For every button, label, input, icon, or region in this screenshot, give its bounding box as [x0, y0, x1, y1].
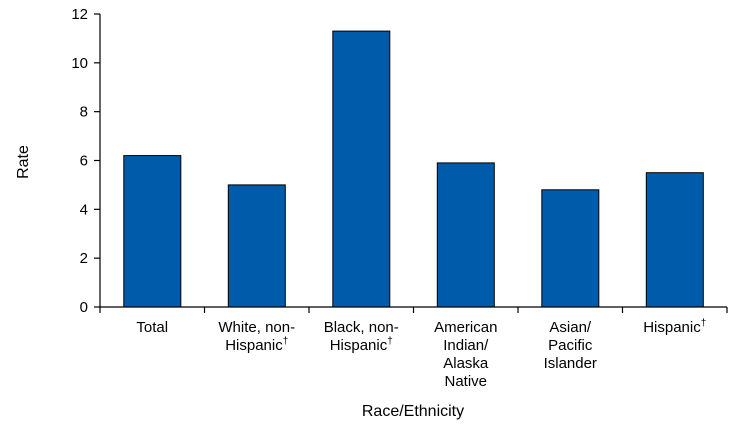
y-tick-label-1: 2	[80, 250, 88, 267]
y-tick-label-2: 4	[80, 201, 88, 218]
category-label-4: Asian/Pacific Islander	[544, 319, 597, 372]
bar-0	[123, 155, 182, 308]
category-label-1: White, non-Hispanic†	[218, 319, 295, 354]
y-tick-label-6: 12	[71, 6, 88, 23]
axes-group	[94, 13, 728, 313]
bar-5	[645, 172, 704, 308]
category-label-0: Total	[136, 319, 168, 336]
y-tick-label-4: 8	[80, 104, 88, 121]
labels-group: 0 2 4 6 8 10 12 Total White, non-Hispanic† Black,…	[71, 6, 706, 390]
bars-group	[123, 30, 704, 308]
y-tick-label-3: 6	[80, 153, 88, 170]
y-tick-label-5: 10	[71, 55, 88, 72]
y-axis-title: Rate	[15, 145, 32, 179]
bar-1	[227, 184, 286, 308]
y-tick-label-0: 0	[80, 299, 88, 316]
bar-2	[332, 30, 391, 308]
category-label-3: American Indian/Alaska Native	[434, 319, 497, 390]
x-axis-title: Race/Ethnicity	[362, 403, 464, 420]
category-label-2: Black, non-Hispanic†	[324, 319, 399, 354]
bar-4	[541, 189, 600, 308]
bar-3	[436, 162, 495, 308]
category-label-5: Hispanic†	[643, 318, 706, 336]
